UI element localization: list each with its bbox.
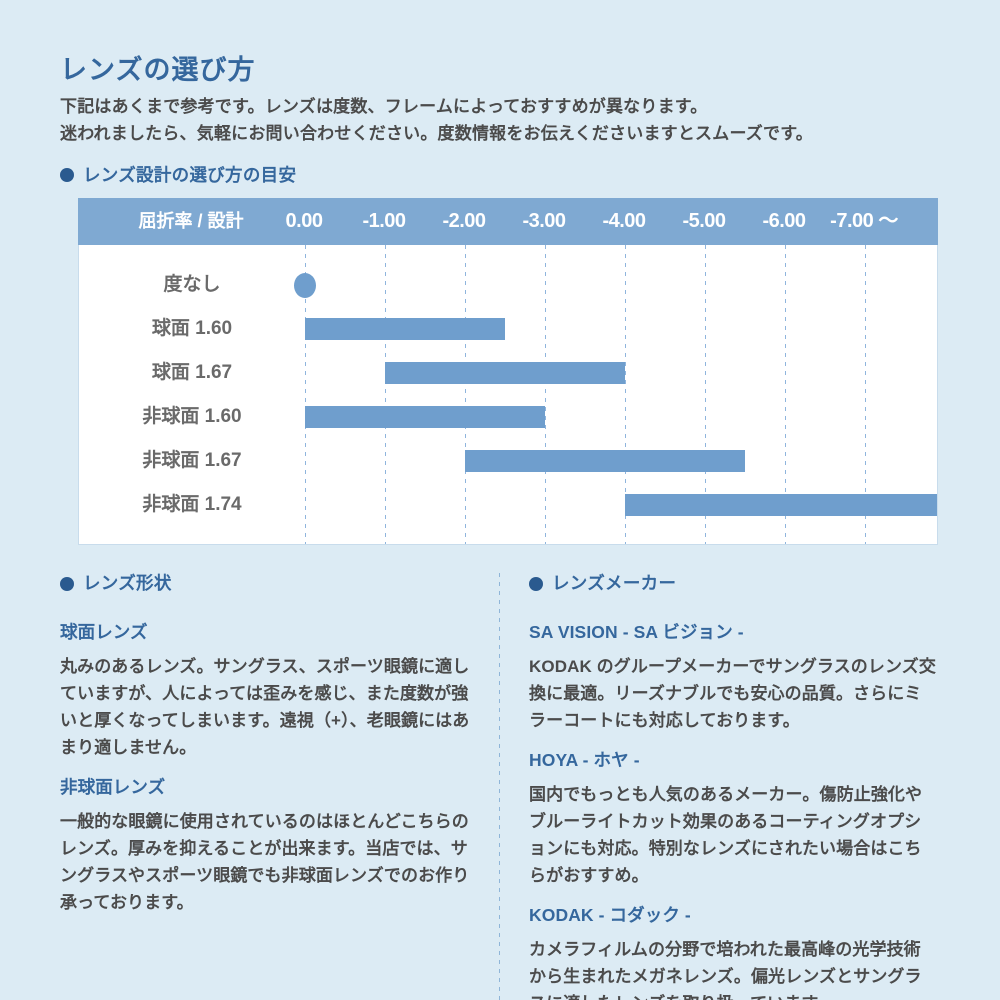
chart-gridline (465, 245, 466, 544)
lens-design-chart: 屈折率 / 設計 0.00 -1.00 -2.00 -3.00 -4.00 -5.00 -6… (78, 198, 938, 545)
chart-bar (305, 318, 505, 340)
axis-tick-label: -3.00 (522, 210, 566, 232)
circle-bullet-icon (60, 576, 74, 591)
page-title: レンズの選び方 (60, 55, 256, 85)
axis-tick-label: -5.00 (682, 210, 726, 232)
maker-item-title: HOYA - ホヤ - (529, 750, 640, 770)
lens-maker-section: レンズメーカー SA VISION - SA ビジョン - KODAK のグルー… (529, 570, 937, 1000)
chart-dot (294, 273, 316, 298)
chart-bar (305, 406, 545, 428)
info-columns: レンズ形状 球面レンズ 丸みのあるレンズ。サングラス、スポーツ眼鏡に適しています… (60, 570, 938, 1000)
shape-item-title: 非球面レンズ (60, 777, 166, 797)
chart-gridline (785, 245, 786, 544)
shape-section-heading-label: レンズ形状 (83, 573, 172, 593)
maker-item-body: カメラフィルムの分野で培われた最高峰の光学技術から生まれたメガネレンズ。偏光レン… (529, 940, 922, 1000)
chart-row-label: 非球面 1.74 (142, 494, 242, 515)
intro-line-1: 下記はあくまで参考です。レンズは度数、フレームによっておすすめが異なります。 (60, 97, 708, 116)
shape-item-title: 球面レンズ (60, 622, 148, 642)
chart-row-label: 非球面 1.67 (142, 450, 242, 471)
maker-item-body: KODAK のグループメーカーでサングラスのレンズ交換に最適。リーズナブルでも安… (529, 657, 936, 730)
chart-gridline (705, 245, 706, 544)
chart-gridline (385, 245, 386, 544)
axis-tick-label: -1.00 (362, 210, 406, 232)
column-divider (499, 573, 500, 1000)
circle-bullet-icon (60, 167, 74, 182)
axis-tick-label: -7.00 ～ (830, 210, 898, 232)
circle-bullet-icon (529, 576, 543, 591)
axis-tick-label: -2.00 (442, 210, 486, 232)
chart-section-heading-label: レンズ設計の選び方の目安 (83, 165, 297, 185)
chart-bar (385, 362, 625, 384)
axis-tick-label: 0.00 (285, 210, 323, 232)
axis-tick-label: -6.00 (762, 210, 806, 232)
shape-item-body: 丸みのあるレンズ。サングラス、スポーツ眼鏡に適していますが、人によっては歪みを感… (60, 657, 470, 757)
chart-gridline (305, 245, 306, 544)
axis-tick-label: -4.00 (602, 210, 646, 232)
chart-row-label: 球面 1.67 (151, 362, 233, 383)
shape-item-body: 一般的な眼鏡に使用されているのはほとんどこちらのレンズ。厚みを抑えることが出来ま… (60, 812, 470, 912)
chart-body: 度なし球面 1.60 球面 1.67 非球面 1.60 非球面 1.67 非球面 1.7… (78, 245, 938, 545)
maker-item-body: 国内でもっとも人気のあるメーカー。傷防止強化やブルーライトカット効果のあるコーテ… (529, 785, 923, 885)
chart-row-label: 球面 1.60 (151, 318, 233, 339)
chart-bar (465, 450, 745, 472)
chart-row-label: 非球面 1.60 (142, 406, 242, 427)
intro-text: 下記はあくまで参考です。レンズは度数、フレームによっておすすめが異なります。 迷… (60, 93, 813, 147)
maker-item-title: SA VISION - SA ビジョン - (529, 622, 744, 642)
chart-row-label: 度なし (163, 274, 221, 295)
chart-gridline (865, 245, 866, 544)
chart-gridline (625, 245, 626, 544)
maker-section-heading-label: レンズメーカー (552, 573, 677, 593)
maker-section-heading: レンズメーカー (529, 570, 937, 597)
chart-gridline (545, 245, 546, 544)
lens-shape-section: レンズ形状 球面レンズ 丸みのあるレンズ。サングラス、スポーツ眼鏡に適しています… (60, 570, 472, 1000)
chart-header: 屈折率 / 設計 0.00 -1.00 -2.00 -3.00 -4.00 -5.00 -6… (78, 198, 938, 245)
chart-bar (625, 494, 937, 516)
chart-header-label: 屈折率 / 設計 (138, 211, 244, 231)
intro-line-2: 迷われましたら、気軽にお問い合わせください。度数情報をお伝えくださいますとスムー… (60, 124, 813, 143)
shape-section-heading: レンズ形状 (60, 570, 472, 597)
chart-section-heading: レンズ設計の選び方の目安 (60, 162, 296, 187)
maker-item-title: KODAK - コダック - (529, 905, 691, 925)
